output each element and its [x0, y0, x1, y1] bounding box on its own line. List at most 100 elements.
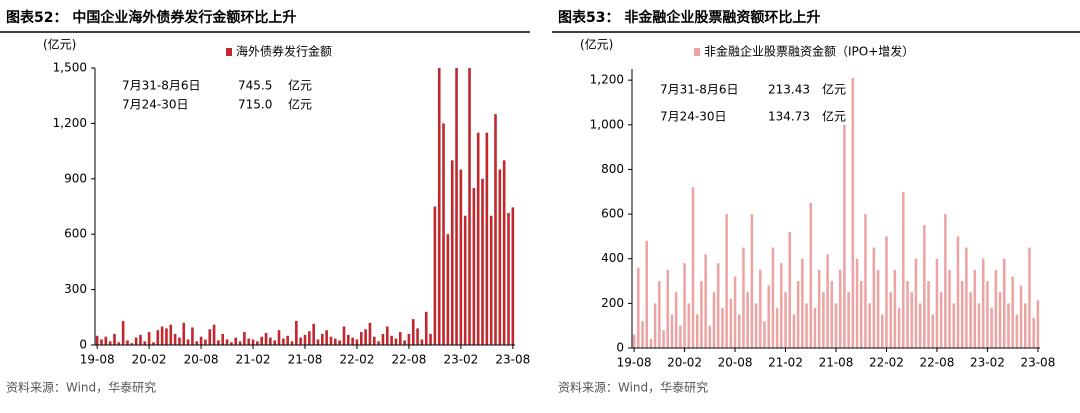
bar [754, 303, 758, 348]
bar [662, 330, 665, 348]
bar [498, 169, 502, 345]
bar [805, 303, 808, 348]
bar [679, 325, 682, 348]
bar [407, 333, 411, 345]
bar [204, 339, 207, 345]
bar [165, 328, 168, 345]
bar [256, 341, 259, 345]
y-tick-label: 300 [64, 282, 87, 296]
x-tick-label: 21-08 [288, 353, 323, 367]
y-tick-label: 800 [601, 162, 624, 176]
bar [398, 332, 402, 345]
bar [234, 337, 238, 345]
x-tick-label: 23-08 [1020, 356, 1055, 370]
bar [918, 303, 922, 348]
y-axis-label: (亿元) [580, 37, 613, 52]
bar [113, 333, 116, 345]
x-tick-label: 20-02 [667, 356, 702, 370]
bar [977, 303, 981, 348]
bar [1024, 303, 1027, 348]
bar [851, 77, 855, 348]
x-tick-label: 20-08 [718, 356, 753, 370]
y-tick-label: 600 [601, 207, 624, 221]
bar [199, 336, 203, 345]
bar [830, 281, 834, 348]
bar [338, 340, 341, 345]
bar [973, 269, 977, 348]
bar [243, 332, 246, 345]
x-tick-label: 21-02 [236, 353, 271, 367]
bar [759, 269, 762, 348]
annotation-unit: 亿元 [822, 109, 846, 124]
bar [511, 207, 515, 345]
bar [952, 303, 956, 348]
bar [994, 269, 998, 348]
legend-swatch [694, 48, 700, 56]
bar [712, 292, 716, 348]
bar [780, 263, 783, 348]
bar [990, 307, 993, 348]
annotation-value: 715.0 [238, 98, 272, 112]
bar [130, 343, 134, 345]
annotation-unit: 亿元 [822, 82, 846, 97]
legend-label: 海外债券发行金额 [236, 44, 332, 59]
bar [813, 307, 817, 348]
annotation-label: 7月24-30日 [660, 110, 727, 124]
bar [208, 329, 212, 345]
x-tick-label: 21-02 [768, 356, 803, 370]
bar [864, 214, 867, 348]
bar [290, 341, 294, 345]
annotation-unit: 亿元 [288, 78, 312, 93]
bar [826, 254, 829, 348]
bar [944, 214, 947, 348]
bar [1007, 303, 1010, 348]
bar [377, 341, 380, 345]
bar [746, 292, 749, 348]
bar [889, 292, 892, 348]
bar [334, 338, 337, 345]
x-tick-label: 21-08 [819, 356, 854, 370]
bar [390, 335, 393, 345]
bar [658, 281, 661, 348]
bar [1036, 300, 1040, 348]
bar [637, 267, 640, 348]
source: 资料来源：Wind，华泰研究 [6, 380, 156, 395]
bar [750, 214, 754, 348]
bar [264, 332, 268, 345]
bar [645, 240, 648, 348]
bar [247, 338, 251, 345]
bar [502, 160, 506, 345]
bar [364, 329, 367, 345]
x-tick-label: 19-08 [617, 356, 652, 370]
legend-swatch [226, 48, 232, 56]
bar [822, 292, 825, 348]
bar [687, 303, 691, 348]
bar [784, 292, 787, 348]
bar [385, 326, 389, 345]
x-tick-label: 20-02 [132, 353, 167, 367]
bar [342, 326, 346, 345]
source: 资料来源：Wind，华泰研究 [558, 380, 708, 395]
bar [494, 114, 497, 346]
bar [742, 247, 745, 348]
bar [897, 307, 901, 348]
bar [295, 320, 298, 345]
bar [455, 68, 458, 345]
bar [277, 330, 281, 345]
bar [230, 342, 233, 345]
bar [809, 202, 813, 348]
bar [986, 281, 989, 348]
bar [476, 132, 480, 345]
y-tick-label: 1,200 [590, 73, 624, 87]
bar [152, 342, 155, 345]
bar [108, 341, 112, 345]
bar [733, 276, 737, 348]
bar [725, 214, 728, 348]
bar [998, 292, 1002, 348]
bar [212, 324, 216, 345]
bar [653, 303, 657, 348]
bar [355, 339, 359, 345]
bar [704, 254, 707, 348]
bar [847, 292, 850, 348]
bar [429, 333, 432, 345]
